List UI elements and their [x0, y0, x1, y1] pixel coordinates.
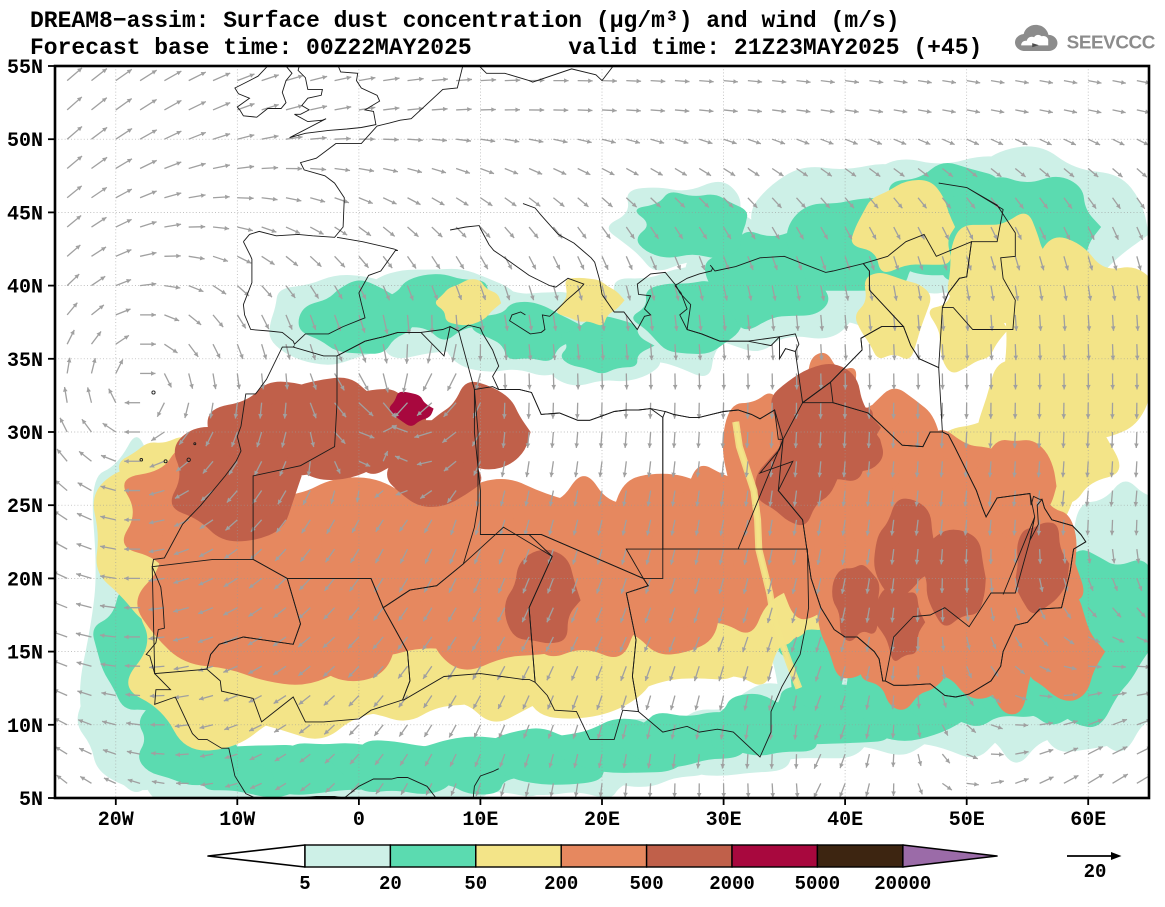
svg-text:5N: 5N — [19, 789, 43, 812]
svg-text:500: 500 — [629, 873, 663, 895]
svg-text:20N: 20N — [7, 569, 43, 592]
svg-text:40N: 40N — [7, 277, 43, 300]
svg-text:5000: 5000 — [795, 873, 841, 895]
svg-text:20000: 20000 — [874, 873, 931, 895]
svg-text:50N: 50N — [7, 130, 43, 153]
svg-text:20: 20 — [379, 873, 402, 895]
svg-text:15N: 15N — [7, 643, 43, 666]
svg-text:200: 200 — [544, 873, 578, 895]
svg-text:35N: 35N — [7, 350, 43, 373]
svg-text:50: 50 — [464, 873, 487, 895]
svg-text:25N: 25N — [7, 496, 43, 519]
svg-text:45N: 45N — [7, 203, 43, 226]
svg-text:2000: 2000 — [709, 873, 755, 895]
svg-text:10N: 10N — [7, 716, 43, 739]
svg-text:20: 20 — [1084, 861, 1107, 883]
svg-text:5: 5 — [299, 873, 310, 895]
svg-text:SEEVCCC: SEEVCCC — [1067, 32, 1156, 53]
svg-text:30N: 30N — [7, 423, 43, 446]
